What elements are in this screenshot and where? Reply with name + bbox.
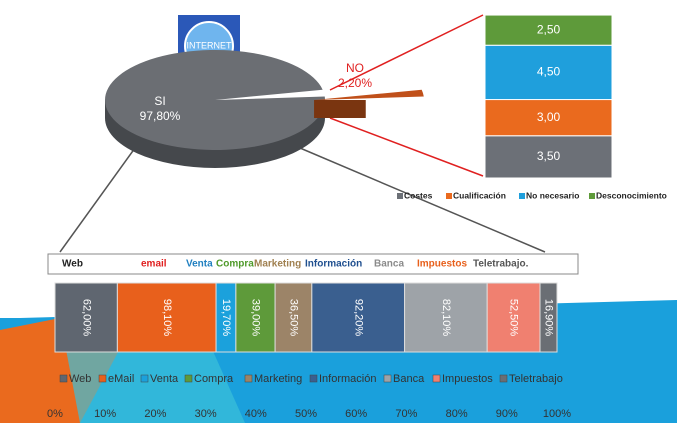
legend-swatch (59, 374, 68, 383)
legend-swatch (589, 193, 595, 199)
header-label: Web (62, 259, 83, 270)
legend-swatch (309, 374, 318, 383)
pie-side (314, 100, 366, 118)
value-label: 92,20% (352, 299, 364, 337)
x-tick-label: 60% (345, 408, 367, 420)
header-label: Venta (186, 259, 213, 270)
legend-label: Teletrabajo (509, 373, 563, 385)
icon-label: INTERNET (187, 40, 233, 50)
value-label: 4,50 (537, 65, 561, 79)
bar-segment (539, 282, 558, 353)
bar-segment (54, 282, 118, 353)
bar-segment (311, 282, 406, 353)
pie-value-label: 97,80% (140, 109, 181, 123)
x-tick-label: 0% (47, 408, 63, 420)
legend-label: Cualificación (453, 190, 506, 200)
header-label: Teletrabajo. (473, 259, 529, 270)
header-label: Marketing (254, 259, 301, 270)
header-label: Banca (374, 259, 404, 270)
value-label: 3,50 (537, 149, 561, 163)
pie-label: NO (346, 61, 364, 75)
legend-label: Impuestos (442, 373, 493, 385)
arrow (329, 14, 484, 91)
arrows-red (329, 14, 484, 177)
bar-segment (486, 282, 541, 353)
pie-value-label: 2,20% (338, 76, 372, 90)
header-label: Impuestos (417, 259, 467, 270)
legend-swatch (244, 374, 253, 383)
value-label: 2,50 (537, 22, 561, 36)
arrows-gray (59, 147, 546, 253)
legend-label: Costes (404, 190, 433, 200)
pie-slice (104, 49, 325, 150)
legend-label: No necesario (526, 190, 579, 200)
x-tick-label: 20% (144, 408, 166, 420)
legend-swatch (397, 193, 403, 199)
value-label: 52,50% (508, 299, 520, 337)
legend-swatch (140, 374, 149, 383)
x-tick-label: 30% (195, 408, 217, 420)
x-tick-label: 40% (245, 408, 267, 420)
x-tick-label: 10% (94, 408, 116, 420)
legend-swatch (519, 193, 525, 199)
arrow (299, 147, 546, 253)
header-label: email (141, 259, 167, 270)
column-segment (484, 99, 613, 137)
legend-swatch (98, 374, 107, 383)
x-tick-label: 50% (295, 408, 317, 420)
legend-label: Web (69, 373, 91, 385)
bar-segment (116, 282, 217, 353)
x-tick-label: 100% (543, 408, 571, 420)
header-box (47, 253, 579, 275)
pie-label: SI (154, 94, 165, 108)
arrow (329, 117, 484, 177)
legend-label: Desconocimiento (596, 190, 667, 200)
legend-label: eMail (108, 373, 134, 385)
value-label: 36,50% (288, 299, 300, 337)
arrow (59, 147, 136, 253)
legend-label: Compra (194, 373, 234, 385)
legend-swatch (446, 193, 452, 199)
value-label: 98,10% (161, 299, 173, 337)
column-segment (484, 44, 613, 101)
value-label: 39,00% (250, 299, 262, 337)
legend-swatch (499, 374, 508, 383)
legend-swatch (184, 374, 193, 383)
x-tick-label: 80% (446, 408, 468, 420)
legend-label: Información (319, 373, 376, 385)
value-label: 82,10% (440, 299, 452, 337)
header-label: Compra (216, 259, 254, 270)
column-segment (484, 14, 613, 46)
value-label: 62,00% (80, 299, 92, 337)
value-label: 16,90% (543, 299, 555, 337)
x-tick-label: 90% (496, 408, 518, 420)
legend-label: Banca (393, 373, 425, 385)
legend-swatch (432, 374, 441, 383)
x-tick-label: 70% (395, 408, 417, 420)
bar-segment (404, 282, 488, 353)
legend-label: Venta (150, 373, 179, 385)
column-segment (484, 135, 613, 179)
legend-label: Marketing (254, 373, 302, 385)
pie-slice (314, 89, 424, 100)
value-label: 19,70% (220, 299, 232, 337)
bar-segment (235, 282, 276, 353)
value-label: 3,00 (537, 110, 561, 124)
legend-swatch (383, 374, 392, 383)
header-label: Información (305, 259, 362, 270)
